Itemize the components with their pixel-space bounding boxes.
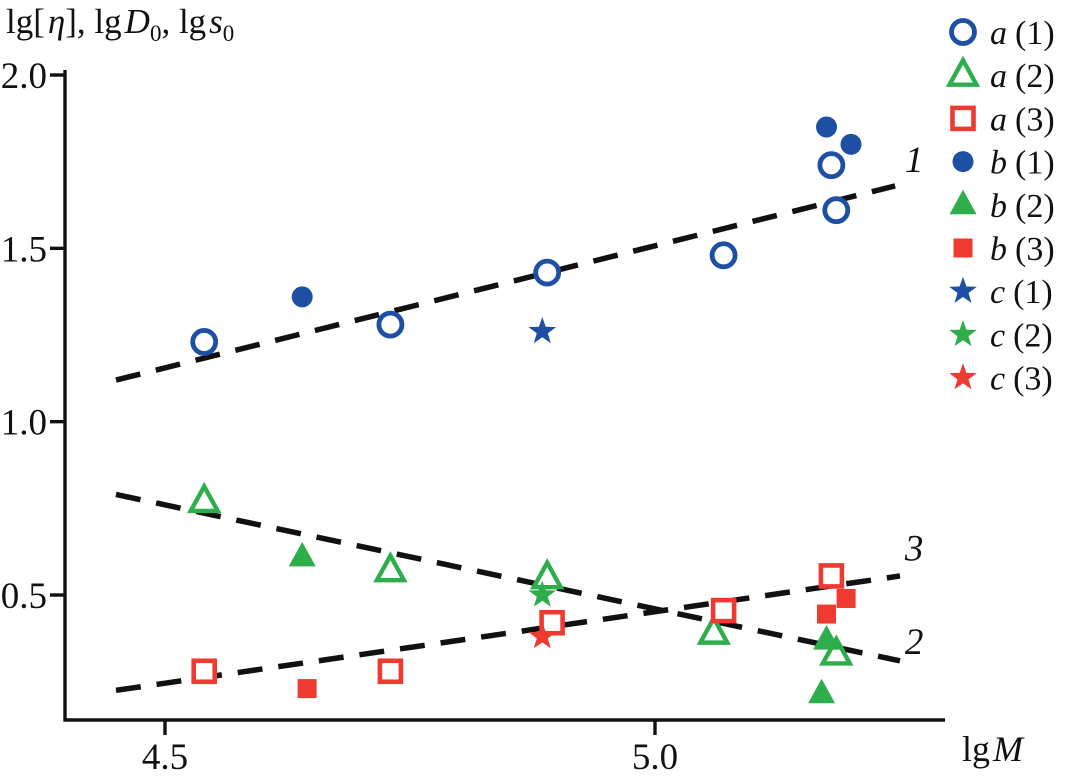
- point-b2: [808, 678, 836, 704]
- trend-line-label-3: 3: [904, 528, 924, 569]
- y-tick-label: 2.0: [1, 56, 47, 97]
- y-tick-label: 0.5: [1, 576, 47, 617]
- point-b3: [836, 588, 856, 608]
- legend-label-b3: b (3): [990, 231, 1055, 268]
- legend-marker-c3: [949, 363, 977, 390]
- legend-marker-b3: [953, 238, 973, 258]
- x-title-lg: lg: [962, 729, 991, 769]
- legend-label-a2: a (2): [990, 58, 1055, 95]
- legend-marker-b1: [952, 151, 974, 173]
- legend-marker-a1: [949, 18, 977, 46]
- axis-frame: [63, 70, 945, 722]
- legend-marker-c2: [949, 319, 977, 347]
- legend-marker-a3: [950, 105, 976, 132]
- x-tick-label: 5.0: [632, 737, 678, 778]
- point-a2: [373, 551, 408, 583]
- x-tick-label: 4.5: [142, 737, 188, 778]
- point-a1: [817, 151, 846, 180]
- point-b1: [840, 133, 862, 155]
- y-tick-label: 1.5: [1, 229, 47, 270]
- y-tick-label: 1.0: [1, 403, 47, 444]
- legend-label-b2: b (2): [990, 188, 1055, 225]
- y-title-s: s: [209, 2, 223, 41]
- point-a1: [190, 328, 219, 356]
- point-a1: [822, 196, 851, 225]
- legend-marker-a2: [945, 55, 981, 87]
- legend-label-b1: b (1): [990, 145, 1055, 182]
- point-a3: [377, 658, 404, 685]
- point-a1: [533, 258, 562, 287]
- point-c3: [528, 622, 557, 649]
- point-a3: [818, 563, 845, 589]
- point-a3: [710, 597, 737, 624]
- legend-label-a3: a (3): [990, 101, 1055, 138]
- point-b3: [297, 679, 317, 699]
- point-a2: [529, 558, 565, 590]
- legend-label-c2: c (2): [990, 317, 1053, 354]
- legend-label-c3: c (3): [990, 361, 1053, 398]
- trend-line-3: [115, 573, 901, 694]
- y-title-lg2: , lg: [161, 2, 207, 41]
- legend-marker-c1: [949, 276, 977, 303]
- point-a2: [819, 634, 854, 666]
- point-b2: [813, 625, 840, 650]
- point-b1: [291, 286, 313, 308]
- point-b3: [817, 604, 836, 624]
- x-axis-title: lgM: [962, 728, 1023, 770]
- y-title-d0: 0: [149, 21, 162, 46]
- point-b1: [816, 116, 837, 138]
- y-title-s0: 0: [222, 21, 235, 46]
- y-axis-title: lg[η], lgD0, lgs0: [6, 2, 234, 47]
- legend-label-c1: c (1): [990, 274, 1053, 311]
- point-a3: [191, 658, 217, 685]
- point-c1: [528, 317, 557, 344]
- point-a2: [696, 613, 732, 645]
- point-a1: [376, 310, 405, 339]
- y-title-eta: η: [47, 2, 66, 41]
- trend-line-2: [115, 491, 901, 664]
- trend-line-label-2: 2: [905, 622, 924, 663]
- legend-label-a1: a (1): [990, 15, 1055, 52]
- point-b2: [288, 541, 316, 567]
- trend-line-1: [115, 183, 896, 383]
- legend-marker-b2: [949, 189, 977, 215]
- y-title-D: D: [124, 2, 150, 41]
- point-a2: [186, 481, 222, 514]
- point-c2: [528, 580, 557, 607]
- x-title-M: M: [993, 729, 1024, 769]
- point-a1: [709, 241, 738, 270]
- y-title-rb: ], lg: [65, 2, 122, 41]
- trend-line-label-1: 1: [905, 140, 924, 181]
- y-title-lg1: lg[: [6, 2, 45, 41]
